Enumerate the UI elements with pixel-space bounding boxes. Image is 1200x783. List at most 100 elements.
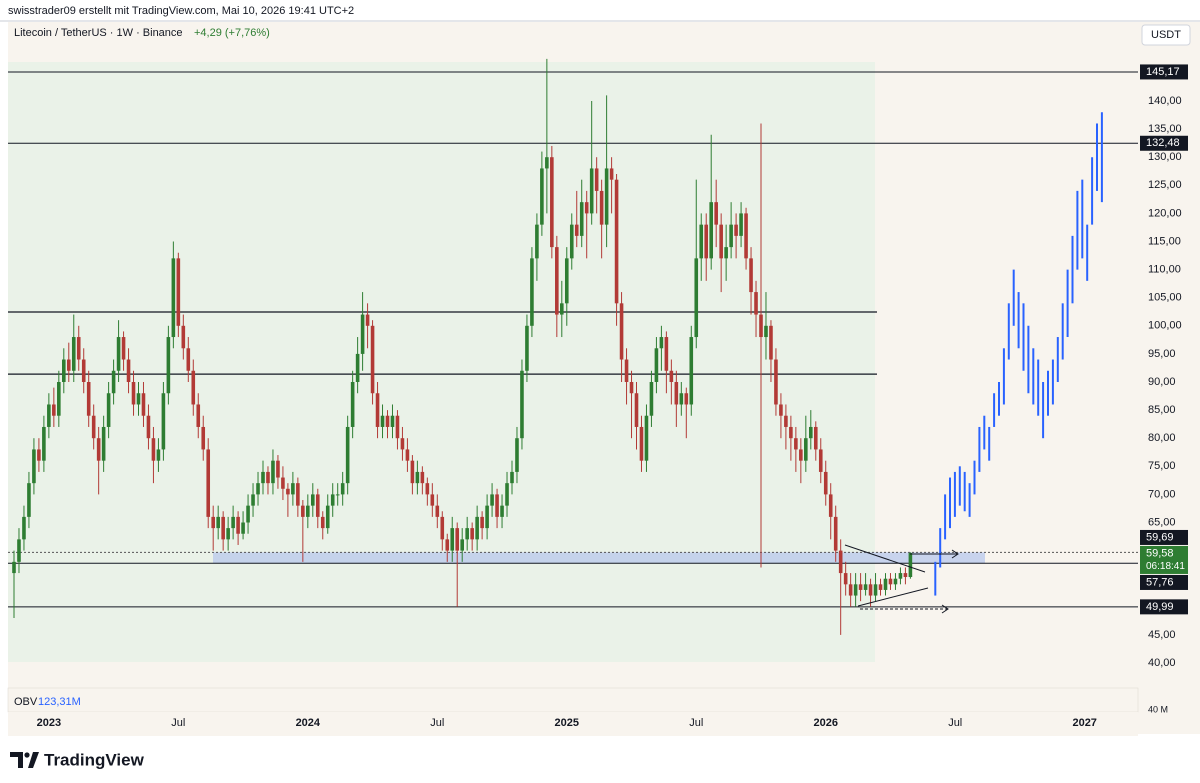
candle-body — [888, 578, 893, 585]
candle-body — [804, 438, 808, 461]
candle-body — [853, 584, 858, 596]
candle-body — [480, 516, 484, 529]
candle-body — [843, 573, 848, 585]
candle-body — [614, 179, 619, 304]
candle-body — [311, 494, 315, 506]
plot — [8, 58, 1138, 635]
candle-body — [276, 460, 280, 478]
candle-body — [196, 404, 201, 427]
candle-body — [231, 516, 235, 529]
candle-body — [42, 426, 46, 461]
candle-body — [644, 415, 649, 461]
candle-body — [111, 370, 116, 394]
candle-body — [649, 382, 654, 416]
candle-body — [390, 415, 395, 427]
candle-body — [435, 505, 440, 517]
y-tick-label: 135,00 — [1148, 123, 1182, 135]
candle-body — [171, 258, 176, 338]
candle-body — [679, 393, 684, 405]
candle-body — [485, 505, 489, 529]
candle-body — [380, 415, 385, 427]
arrow-head — [951, 549, 959, 559]
candle-body — [629, 382, 634, 394]
x-tick-label: Jul — [171, 717, 185, 729]
trendline — [844, 544, 926, 573]
candle-body — [47, 404, 51, 427]
candle-body — [560, 303, 564, 315]
candle-body — [609, 168, 614, 180]
y-tick-label: 105,00 — [1148, 292, 1182, 304]
candle-body — [525, 325, 529, 371]
candle-body — [530, 258, 534, 326]
x-tick-label: Jul — [689, 717, 703, 729]
logo-mark — [28, 752, 39, 768]
candle-body — [296, 483, 300, 506]
candle-body — [779, 404, 783, 416]
candle-body — [555, 247, 559, 315]
candle-body — [719, 224, 723, 259]
x-tick-label: Jul — [430, 717, 444, 729]
candle-body — [261, 471, 265, 484]
candle-body — [191, 370, 196, 405]
x-tick-label: 2027 — [1072, 717, 1096, 729]
candle-body — [604, 168, 609, 225]
candle-body — [251, 494, 255, 506]
candle-body — [495, 494, 499, 517]
candle-body — [216, 516, 220, 529]
candle-body — [813, 426, 818, 450]
y-tick-label: 90,00 — [1148, 376, 1176, 388]
candle-body — [564, 258, 569, 304]
candle-body — [206, 449, 211, 517]
candle-body — [350, 382, 355, 427]
candle-body — [96, 438, 101, 461]
candle-body — [684, 393, 689, 405]
candle-body — [450, 528, 455, 551]
candle-body — [774, 359, 778, 405]
x-tick-label: Jul — [948, 717, 962, 729]
candle-body — [62, 359, 66, 382]
candle-body — [669, 370, 674, 382]
currency[interactable]: USDT — [1151, 29, 1181, 41]
candle-body — [754, 292, 758, 315]
y-tick-label: 125,00 — [1148, 179, 1182, 191]
candle-body — [121, 337, 126, 360]
candle-body — [893, 578, 898, 585]
countdown: 06:18:41 — [1146, 561, 1185, 572]
candle-body — [475, 516, 479, 540]
candle-body — [809, 426, 813, 439]
x-tick-label: 2026 — [813, 717, 837, 729]
candle-body — [709, 202, 713, 259]
candle-body — [211, 516, 215, 529]
time-axis — [8, 712, 1138, 736]
y-tick-label: 85,00 — [1148, 404, 1176, 416]
candle-body — [101, 426, 106, 461]
candle-body — [704, 224, 709, 259]
candle-body — [714, 202, 718, 225]
candle-body — [12, 561, 16, 574]
candle-body — [599, 190, 604, 225]
candle-body — [654, 348, 659, 382]
candle-body — [500, 505, 504, 517]
currency-button[interactable] — [1141, 24, 1191, 46]
y-tick-label: 40,00 — [1148, 657, 1176, 669]
y-tick-label: 100,00 — [1148, 320, 1182, 332]
obv-pane — [7, 687, 1139, 713]
candle-body — [579, 202, 584, 236]
candle-body — [325, 505, 330, 529]
candle-body — [281, 477, 285, 489]
candle-body — [540, 168, 544, 225]
candle-body — [256, 483, 260, 495]
candle-body — [66, 359, 71, 371]
candle-body — [246, 505, 250, 523]
candle-body — [136, 393, 141, 405]
candle-body — [664, 337, 669, 371]
candle-body — [52, 404, 56, 416]
candle-body — [430, 494, 435, 506]
candle-body — [694, 258, 699, 338]
candle-body — [360, 314, 365, 354]
candle-body — [535, 224, 539, 259]
logo-mark — [10, 752, 23, 768]
candle-body — [624, 359, 629, 382]
candle-body — [789, 426, 793, 439]
price-tag-label: 145,17 — [1146, 66, 1180, 78]
